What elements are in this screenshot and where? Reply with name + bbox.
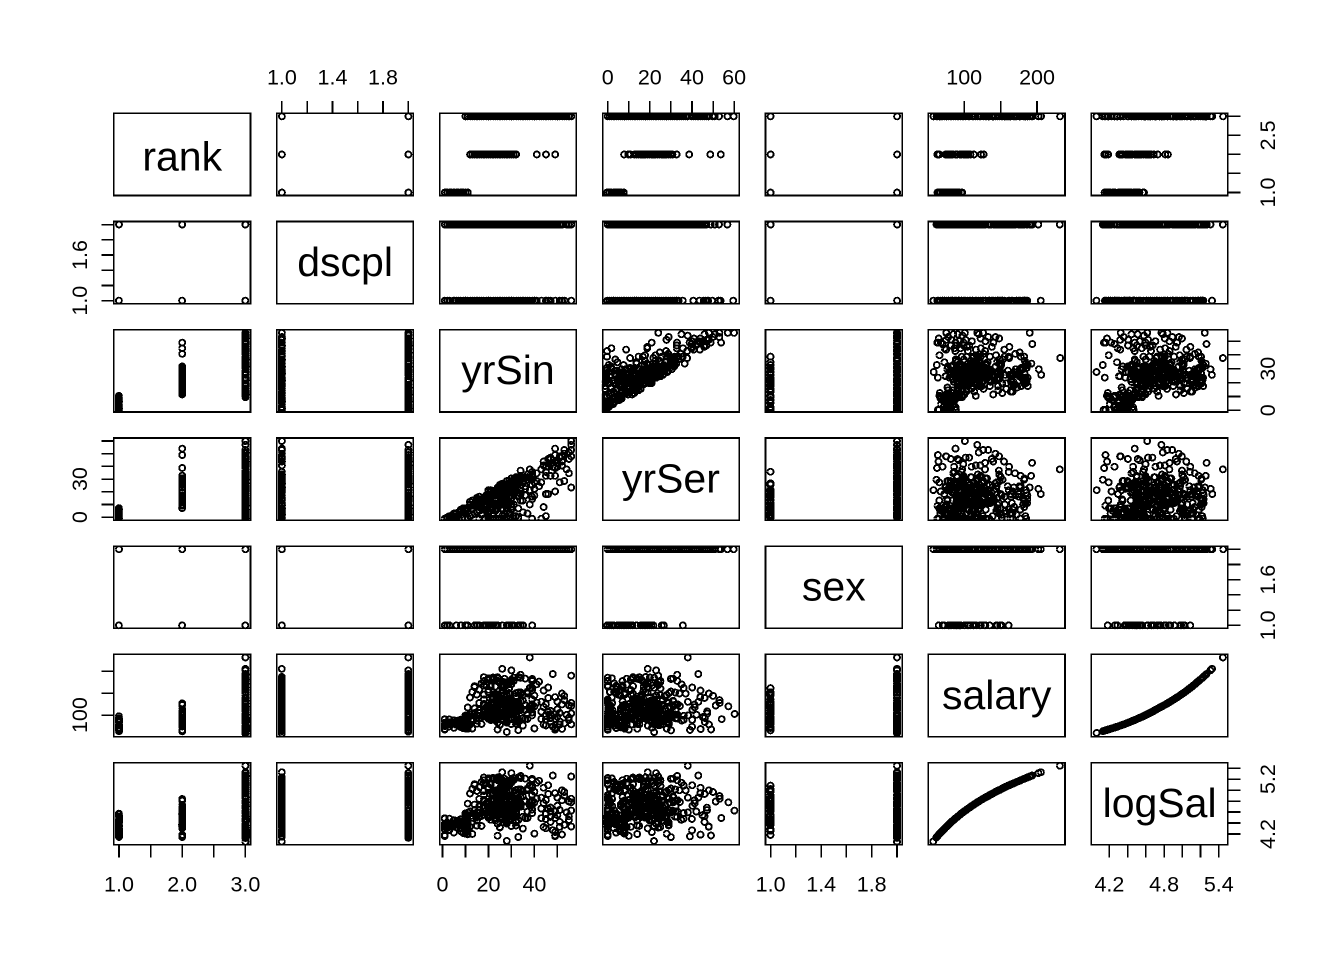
- svg-text:1.0: 1.0: [756, 873, 786, 897]
- svg-text:1.0: 1.0: [68, 286, 92, 316]
- svg-text:200: 200: [1019, 65, 1055, 89]
- svg-text:1.0: 1.0: [1256, 610, 1280, 640]
- svg-text:100: 100: [946, 65, 982, 89]
- svg-text:0: 0: [68, 511, 92, 523]
- svg-text:0: 0: [602, 65, 614, 89]
- svg-text:1.6: 1.6: [68, 240, 92, 270]
- svg-text:2.5: 2.5: [1256, 120, 1280, 150]
- svg-text:4.8: 4.8: [1149, 873, 1179, 897]
- svg-text:1.0: 1.0: [104, 873, 134, 897]
- svg-text:0: 0: [437, 873, 449, 897]
- svg-text:5.4: 5.4: [1204, 873, 1234, 897]
- svg-text:rank: rank: [142, 134, 222, 180]
- svg-text:yrSer: yrSer: [622, 455, 720, 501]
- svg-text:1.4: 1.4: [806, 873, 836, 897]
- svg-text:20: 20: [477, 873, 501, 897]
- svg-text:100: 100: [68, 697, 92, 733]
- svg-text:1.8: 1.8: [368, 65, 398, 89]
- svg-text:dscpl: dscpl: [297, 239, 393, 285]
- svg-text:sex: sex: [802, 563, 866, 609]
- svg-text:20: 20: [638, 65, 662, 89]
- svg-text:salary: salary: [942, 672, 1052, 718]
- svg-text:1.0: 1.0: [1256, 178, 1280, 208]
- svg-text:4.2: 4.2: [1256, 819, 1280, 849]
- svg-text:5.2: 5.2: [1256, 764, 1280, 794]
- svg-text:1.0: 1.0: [267, 65, 297, 89]
- svg-text:1.8: 1.8: [857, 873, 887, 897]
- svg-text:40: 40: [522, 873, 546, 897]
- svg-text:30: 30: [1256, 357, 1280, 381]
- svg-text:1.4: 1.4: [318, 65, 348, 89]
- svg-text:2.0: 2.0: [167, 873, 197, 897]
- svg-text:40: 40: [680, 65, 704, 89]
- svg-text:30: 30: [68, 467, 92, 491]
- svg-text:3.0: 3.0: [230, 873, 260, 897]
- svg-text:0: 0: [1256, 404, 1280, 416]
- svg-text:4.2: 4.2: [1094, 873, 1124, 897]
- svg-text:yrSin: yrSin: [461, 347, 554, 393]
- svg-text:1.6: 1.6: [1256, 565, 1280, 595]
- svg-text:60: 60: [722, 65, 746, 89]
- svg-text:logSal: logSal: [1103, 780, 1217, 826]
